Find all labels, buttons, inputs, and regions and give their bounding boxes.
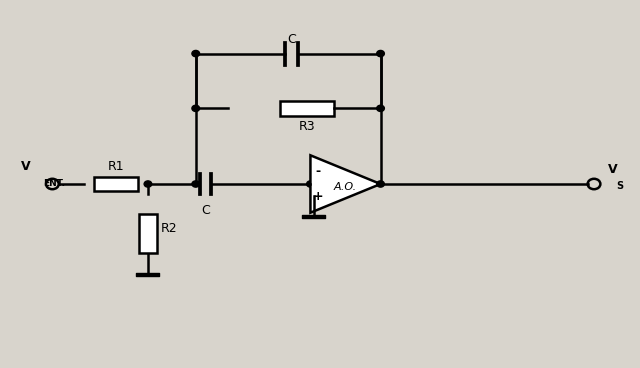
- Text: V: V: [608, 163, 618, 176]
- Text: A.O.: A.O.: [334, 182, 357, 192]
- Text: -: -: [316, 166, 321, 178]
- Circle shape: [192, 105, 200, 112]
- Circle shape: [377, 181, 385, 187]
- Circle shape: [192, 181, 200, 187]
- Text: R1: R1: [108, 159, 124, 173]
- Text: C: C: [287, 33, 296, 46]
- Bar: [139, 214, 157, 253]
- Circle shape: [192, 50, 200, 57]
- Polygon shape: [310, 155, 381, 213]
- Text: R2: R2: [161, 222, 177, 235]
- Circle shape: [377, 105, 385, 112]
- Text: +: +: [313, 190, 323, 202]
- Text: S: S: [616, 181, 623, 191]
- Circle shape: [377, 50, 385, 57]
- Text: V: V: [20, 159, 30, 173]
- Text: C: C: [201, 204, 210, 217]
- Bar: [94, 177, 138, 191]
- Circle shape: [144, 181, 152, 187]
- Text: ENT.: ENT.: [43, 179, 65, 188]
- Circle shape: [307, 181, 314, 187]
- Text: R3: R3: [299, 120, 316, 133]
- Bar: [280, 101, 334, 116]
